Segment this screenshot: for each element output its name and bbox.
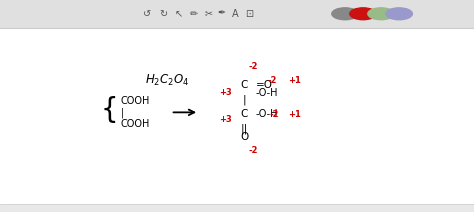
Text: +1: +1 xyxy=(288,110,301,119)
Text: C: C xyxy=(240,109,248,120)
Text: |: | xyxy=(242,94,246,105)
Text: ✒: ✒ xyxy=(218,9,226,19)
Text: $H_2C_2O_4$: $H_2C_2O_4$ xyxy=(145,73,189,88)
Text: ||: || xyxy=(240,123,248,134)
Text: +3: +3 xyxy=(219,115,231,124)
Text: -2: -2 xyxy=(269,110,279,119)
Bar xyxy=(0,204,474,212)
Text: =O: =O xyxy=(256,80,273,90)
Text: {: { xyxy=(100,96,118,124)
Text: ↺: ↺ xyxy=(143,9,151,19)
Circle shape xyxy=(368,8,394,20)
Text: ↻: ↻ xyxy=(159,9,168,19)
Text: COOH: COOH xyxy=(121,119,150,129)
Circle shape xyxy=(350,8,376,20)
Text: ✂: ✂ xyxy=(204,9,213,19)
Text: O: O xyxy=(240,132,248,142)
Text: ↖: ↖ xyxy=(175,9,183,19)
Circle shape xyxy=(332,8,358,20)
Text: C: C xyxy=(240,80,248,90)
Text: +3: +3 xyxy=(219,88,231,97)
Text: COOH: COOH xyxy=(121,96,150,106)
Text: |: | xyxy=(121,107,124,118)
Text: -2: -2 xyxy=(249,146,258,155)
Bar xyxy=(0,0,474,28)
Text: -O-H: -O-H xyxy=(256,88,278,98)
Text: -2: -2 xyxy=(268,76,277,85)
Circle shape xyxy=(386,8,412,20)
Text: -2: -2 xyxy=(249,62,258,71)
Text: ⊡: ⊡ xyxy=(245,9,253,19)
Text: -O-H: -O-H xyxy=(256,109,278,120)
Text: A: A xyxy=(232,9,238,19)
Text: +1: +1 xyxy=(288,76,301,85)
Text: ✏: ✏ xyxy=(189,9,198,19)
